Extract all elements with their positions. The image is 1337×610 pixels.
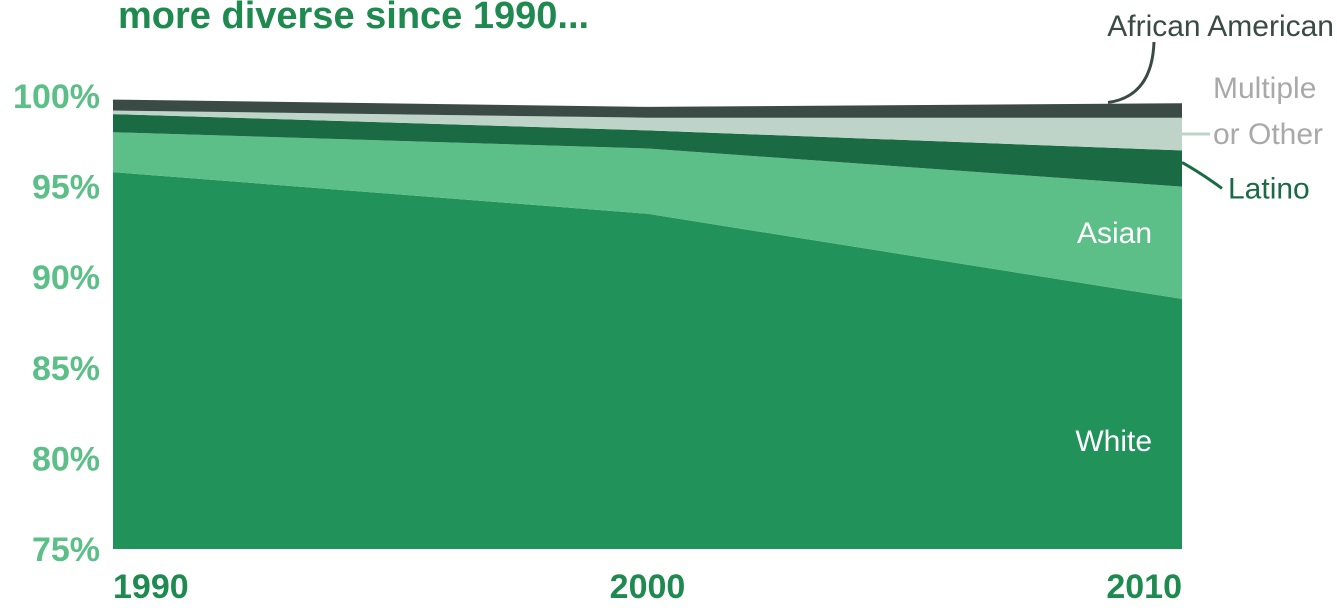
area-multiple-or-other [113,110,1182,151]
series-label-latino: Latino [1228,172,1310,205]
series-label-multiple-or-other: or Other [1213,118,1323,151]
chart-title: more diverse since 1990... [118,0,589,37]
leader-line-latino [1181,161,1223,190]
leader-lines [1107,41,1223,190]
areas-layer [113,99,1182,549]
leader-line-african-american [1107,41,1156,104]
series-label-white: White [1075,425,1152,458]
x-axis: 1990 2000 2010 [113,568,1182,606]
y-tick-label: 75% [32,531,100,569]
y-tick-label: 85% [32,350,100,388]
y-axis: 75% 80% 85% 90% 95% 100% [13,78,100,569]
area-asian [113,132,1182,299]
series-label-asian: Asian [1077,217,1152,250]
series-labels: White Asian Latino Multiple or Other African … [1075,10,1334,458]
area-latino [113,114,1182,187]
area-white [113,172,1182,549]
area-african-american [113,99,1182,118]
x-tick-label: 1990 [113,568,189,606]
y-tick-label: 100% [13,78,100,116]
series-label-multiple-or-other: Multiple [1213,72,1316,105]
y-tick-label: 80% [32,440,100,478]
x-tick-label: 2010 [1106,568,1182,606]
y-tick-label: 95% [32,169,100,207]
series-label-african-american: African American [1107,10,1334,43]
y-tick-label: 90% [32,259,100,297]
x-tick-label: 2000 [610,568,686,606]
